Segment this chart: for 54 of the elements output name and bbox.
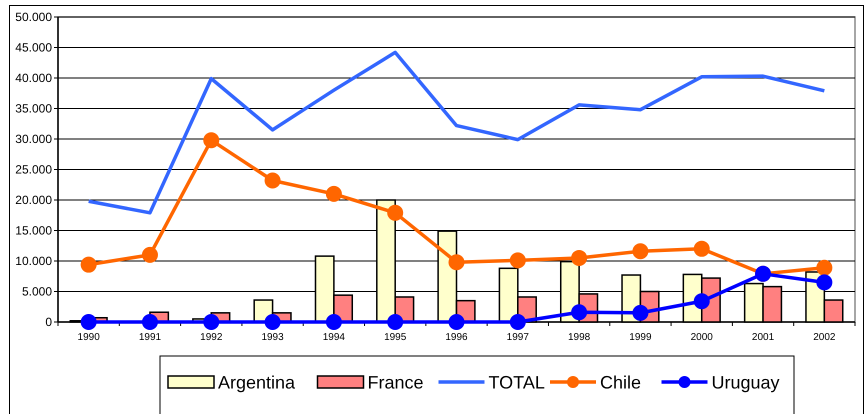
- point: [448, 314, 464, 330]
- point: [326, 314, 342, 330]
- x-tick-label: 1995: [384, 332, 407, 343]
- point: [142, 246, 158, 263]
- y-tick-label: 5.000: [22, 284, 52, 299]
- line-series: [86, 50, 826, 215]
- point: [448, 254, 464, 270]
- point: [142, 314, 158, 330]
- y-tick-label: 15.000: [15, 224, 52, 238]
- point: [632, 304, 648, 321]
- y-tick-label: 50.000: [15, 10, 52, 24]
- point: [816, 274, 832, 290]
- point: [203, 314, 220, 330]
- point: [571, 304, 588, 320]
- point: [510, 252, 526, 268]
- point: [264, 172, 281, 188]
- point: [326, 186, 342, 202]
- legend-label: Uruguay: [712, 372, 780, 392]
- y-tick-label: 45.000: [15, 40, 52, 55]
- y-tick-label: 40.000: [15, 71, 52, 86]
- point: [571, 250, 588, 266]
- y-tick-label: 20.000: [15, 193, 52, 208]
- point: [80, 256, 97, 273]
- y-tick-label: 0: [45, 315, 52, 330]
- legend-label: Argentina: [218, 372, 296, 392]
- point: [694, 240, 710, 257]
- y-tick-label: 25.000: [15, 162, 52, 177]
- point: [264, 314, 281, 330]
- y-tick-label: 30.000: [15, 132, 52, 146]
- x-tick-label: 1992: [200, 332, 223, 343]
- x-tick-label: 1993: [261, 332, 284, 343]
- legend-label: France: [368, 372, 424, 392]
- y-tick-label: 35.000: [15, 102, 52, 116]
- x-tick-label: 1997: [506, 332, 530, 343]
- point: [632, 243, 648, 260]
- x-tick-label: 1999: [629, 332, 652, 343]
- x-tick-label: 2000: [690, 332, 714, 343]
- x-tick-label: 1994: [322, 332, 346, 343]
- legend-label: Chile: [600, 372, 642, 392]
- point: [387, 204, 404, 221]
- x-tick-label: 1996: [445, 332, 468, 343]
- x-tick-label: 1998: [568, 332, 591, 343]
- x-tick-label: 1991: [138, 332, 162, 343]
- point: [694, 293, 710, 310]
- point: [203, 132, 220, 148]
- point: [510, 314, 526, 330]
- x-tick-label: 1990: [78, 332, 100, 343]
- point: [816, 260, 832, 276]
- point: [80, 314, 97, 330]
- legend-label: TOTAL: [488, 372, 545, 392]
- x-tick-label: 2002: [813, 332, 836, 343]
- y-tick-label: 10.000: [15, 254, 52, 268]
- x-tick-label: 2001: [752, 332, 775, 343]
- point: [387, 314, 404, 330]
